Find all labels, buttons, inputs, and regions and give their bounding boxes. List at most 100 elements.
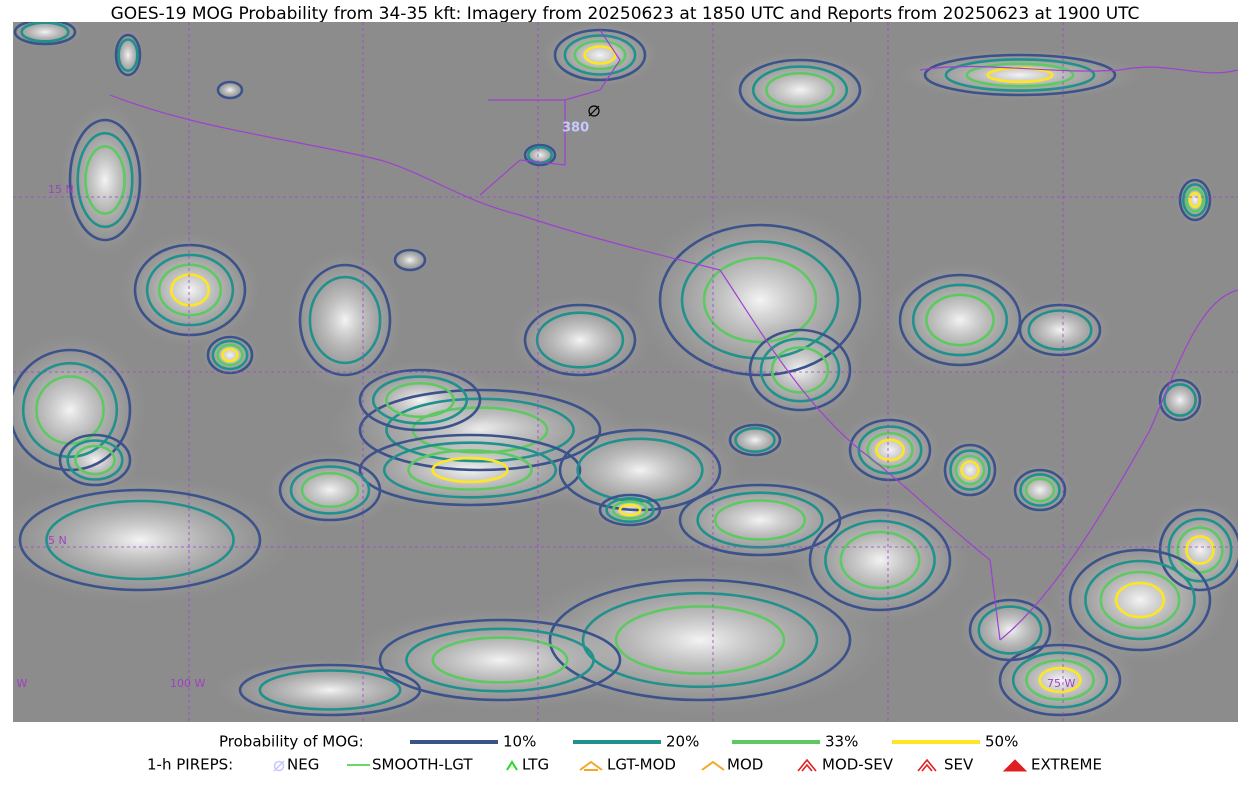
contour (298, 263, 392, 377)
lon-label: 100 W (170, 677, 205, 690)
contour (289, 465, 371, 515)
contour (1167, 517, 1233, 583)
contour (221, 347, 239, 363)
contour (618, 503, 642, 517)
contour (614, 605, 786, 675)
cloud (508, 294, 652, 386)
contour (611, 500, 649, 520)
contour (658, 223, 862, 377)
contour (770, 346, 830, 394)
cloud (265, 451, 395, 529)
cloud (1154, 374, 1206, 426)
contour (66, 439, 124, 481)
contour (1163, 383, 1197, 417)
contour (1011, 651, 1109, 709)
contour (18, 488, 262, 592)
cloud (213, 657, 447, 722)
legend-label: LTG (522, 756, 549, 774)
contour (824, 519, 936, 601)
contour (898, 273, 1022, 367)
contour (702, 256, 818, 344)
lat-label: 5 N (48, 534, 67, 547)
contour (84, 145, 126, 215)
border (564, 29, 621, 101)
lon-label: 105 W (0, 677, 27, 690)
legend-label: 33% (825, 733, 858, 751)
contour (117, 38, 139, 72)
contour (393, 248, 427, 272)
legend-label: LGT-MOD (607, 756, 676, 774)
contour (875, 438, 905, 462)
contour (407, 449, 533, 491)
contour (405, 627, 595, 693)
cloud (1007, 464, 1073, 516)
contour (382, 441, 558, 499)
contour (523, 143, 557, 167)
border (109, 94, 721, 271)
graticule (13, 22, 1238, 722)
legend-title: 1-h PIREPS: (147, 756, 233, 774)
contour (68, 118, 142, 242)
map: 15 N 5 N 105 W 100 W 75 W 380 (0, 22, 1238, 722)
contour (1013, 468, 1067, 512)
legend-label: MOD-SEV (822, 756, 894, 774)
contour (358, 433, 582, 507)
contour (848, 418, 932, 482)
contour (216, 343, 244, 367)
report-icon (588, 105, 600, 117)
contour (998, 643, 1122, 717)
cloud (286, 248, 404, 392)
contour (1068, 548, 1212, 652)
cloud (342, 361, 498, 439)
contour (965, 62, 1075, 88)
contour (808, 508, 952, 612)
contour (358, 368, 482, 432)
lon-label: 75 W (1047, 677, 1075, 690)
contour (839, 530, 921, 590)
contour (944, 58, 1096, 92)
cloud (1175, 174, 1215, 226)
cloud (896, 49, 1144, 101)
border (479, 99, 566, 196)
border (719, 269, 1001, 641)
pirep-icon (273, 760, 285, 772)
contour (1178, 178, 1212, 222)
contour (1185, 187, 1205, 213)
contour (548, 578, 852, 702)
contour (258, 669, 402, 711)
cloud (1008, 297, 1112, 363)
contour (535, 311, 625, 369)
legend-label: 50% (985, 733, 1018, 751)
contour (857, 425, 923, 475)
legend-label: NEG (287, 756, 319, 774)
contour (206, 335, 254, 375)
contour (581, 591, 819, 689)
contour (308, 275, 382, 365)
contour (58, 433, 132, 487)
contour (765, 71, 835, 109)
contour (1027, 309, 1093, 351)
report-icon (588, 105, 600, 117)
contour (385, 381, 455, 419)
contour (157, 263, 223, 317)
contour (1185, 535, 1215, 565)
cloud (838, 411, 942, 489)
contour (949, 449, 991, 491)
contour (1158, 378, 1202, 422)
contour (911, 283, 1009, 357)
border (999, 289, 1238, 641)
contour (738, 58, 862, 122)
contour (21, 361, 119, 459)
contour (605, 496, 655, 523)
contour (563, 34, 637, 76)
contour (598, 493, 662, 527)
contour (1038, 666, 1082, 694)
lat-label: 15 N (48, 183, 74, 196)
legend: Probability of MOG: 1-h PIREPS: 10% 20% 33… (147, 733, 1102, 774)
contour (1025, 659, 1095, 701)
contour (1019, 473, 1061, 507)
contour (45, 499, 235, 581)
legend-label: 20% (666, 733, 699, 751)
